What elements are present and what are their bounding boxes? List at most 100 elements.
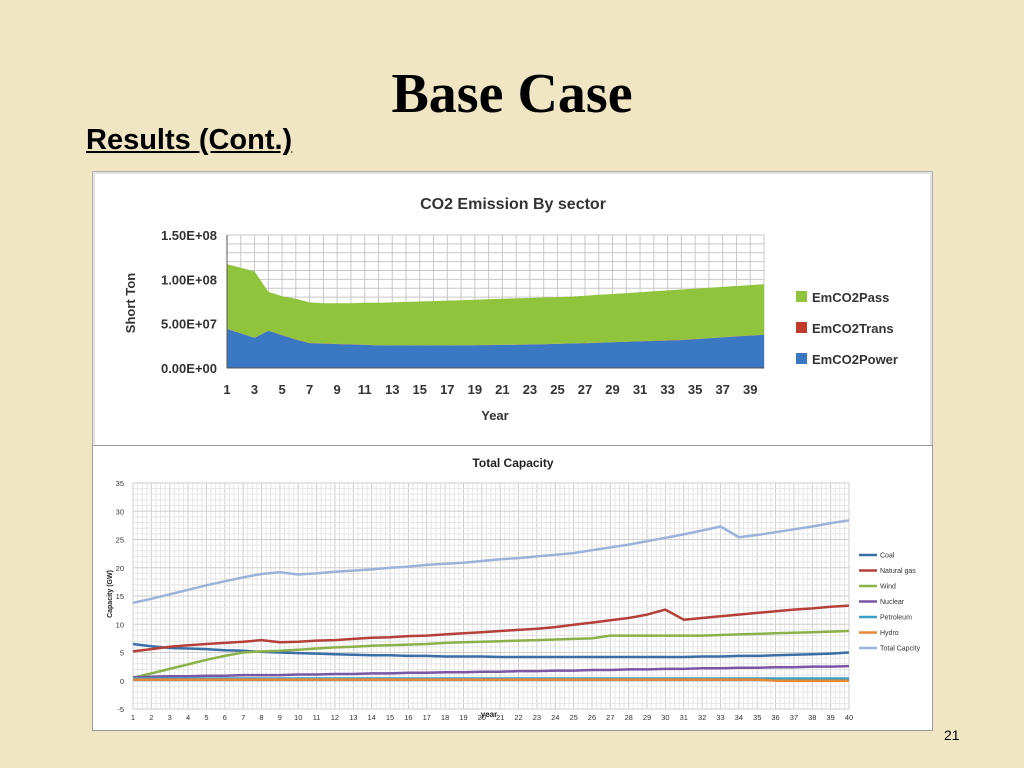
legend-label: Total Capcity — [880, 646, 921, 653]
y-tick-label: 20 — [116, 564, 124, 573]
x-tick-label: 17 — [440, 382, 454, 397]
x-tick-label: 19 — [468, 382, 482, 397]
x-tick-label: 17 — [423, 713, 431, 722]
y-tick-label: 0 — [120, 677, 124, 686]
x-tick-label: 33 — [660, 382, 674, 397]
x-tick-label: 21 — [496, 713, 504, 722]
x-tick-label: 12 — [331, 713, 339, 722]
x-tick-label: 25 — [569, 713, 577, 722]
legend-label: EmCO2Power — [812, 352, 898, 367]
total-capacity-chart: Total Capacity Capacity (GW) year -5 0 5 10… — [92, 445, 933, 731]
x-tick-label: 18 — [441, 713, 449, 722]
x-tick-label: 28 — [625, 713, 633, 722]
x-tick-label: 32 — [698, 713, 706, 722]
x-tick-label: 11 — [313, 713, 321, 722]
y-tick-label: 1.50E+08 — [161, 228, 217, 243]
x-tick-label: 7 — [241, 713, 245, 722]
y-tick-label: 5 — [120, 649, 124, 658]
x-tick-label: 34 — [735, 713, 743, 722]
y-tick-label: 30 — [116, 507, 124, 516]
x-tick-label: 36 — [771, 713, 779, 722]
y-tick-label: 10 — [116, 620, 124, 629]
x-tick-label: 4 — [186, 713, 190, 722]
x-tick-label: 9 — [278, 713, 282, 722]
x-tick-label: 35 — [688, 382, 702, 397]
x-tick-label: 5 — [204, 713, 208, 722]
x-tick-label: 7 — [306, 382, 313, 397]
x-tick-label: 22 — [514, 713, 522, 722]
x-tick-label: 39 — [743, 382, 757, 397]
co2-emission-chart-svg: CO2 Emission By sector Short Ton Year 0.… — [123, 196, 898, 423]
x-tick-label: 23 — [523, 382, 537, 397]
legend-label: EmCO2Pass — [812, 290, 889, 305]
line-nuclear — [132, 664, 850, 679]
x-tick-label: 40 — [845, 713, 853, 722]
x-tick-label: 23 — [533, 713, 541, 722]
area-emco2power — [227, 329, 764, 368]
legend-label: Coal — [880, 553, 895, 560]
y-tick-label: 0.00E+00 — [161, 361, 217, 376]
area-emco2pass — [227, 264, 764, 346]
chart-title: Total Capacity — [472, 456, 553, 470]
x-tick-label: 24 — [551, 713, 559, 722]
co2-emission-chart: CO2 Emission By sector Short Ton Year 0.… — [92, 171, 933, 450]
x-tick-label: 29 — [605, 382, 619, 397]
x-tick-label: 26 — [588, 713, 596, 722]
x-tick-label: 27 — [578, 382, 592, 397]
x-tick-label: 1 — [223, 382, 230, 397]
legend-label: Hydro — [880, 630, 899, 637]
x-tick-label: 31 — [633, 382, 647, 397]
x-tick-label: 35 — [753, 713, 761, 722]
x-tick-label: 25 — [550, 382, 564, 397]
x-tick-label: 1 — [131, 713, 135, 722]
legend-label: Petroleum — [880, 615, 912, 622]
y-tick-label: 35 — [116, 479, 124, 488]
x-axis-label: Year — [481, 408, 508, 423]
y-axis-label: Short Ton — [123, 273, 138, 333]
x-tick-label: 37 — [790, 713, 798, 722]
x-tick-label: 27 — [606, 713, 614, 722]
x-tick-label: 5 — [278, 382, 285, 397]
x-tick-label: 8 — [259, 713, 263, 722]
x-tick-label: 29 — [643, 713, 651, 722]
x-tick-label: 14 — [367, 713, 375, 722]
x-tick-label: 3 — [251, 382, 258, 397]
y-axis-label: Capacity (GW) — [107, 570, 114, 618]
slide-title: Base Case — [391, 63, 633, 125]
legend: EmCO2Pass EmCO2Trans EmCO2Power — [796, 290, 898, 367]
line-total-capcity — [132, 519, 850, 605]
x-tick-label: 13 — [349, 713, 357, 722]
x-tick-label: 15 — [413, 382, 427, 397]
x-tick-label: 31 — [680, 713, 688, 722]
x-tick-label: 13 — [385, 382, 399, 397]
y-tick-label: 5.00E+07 — [161, 317, 217, 332]
line-hydro — [133, 678, 849, 683]
x-tick-label: 6 — [223, 713, 227, 722]
x-axis-label: year — [481, 710, 497, 719]
x-tick-label: 21 — [495, 382, 509, 397]
y-tick-label: 25 — [116, 536, 124, 545]
legend-label: Wind — [880, 584, 896, 591]
legend-swatch — [796, 291, 807, 302]
x-tick-label: 19 — [459, 713, 467, 722]
x-tick-label: 2 — [149, 713, 153, 722]
y-tick-label: -5 — [117, 705, 124, 714]
x-tick-label: 37 — [715, 382, 729, 397]
chart-title: CO2 Emission By sector — [420, 196, 606, 213]
x-tick-label: 38 — [808, 713, 816, 722]
legend: Coal Natural gas Wind Nuclear Petroleum Hydro… — [859, 553, 921, 653]
x-tick-label: 9 — [334, 382, 341, 397]
legend-swatch — [796, 322, 807, 333]
slide-subtitle: Results (Cont.) — [86, 124, 293, 156]
total-capacity-chart-svg: Total Capacity Capacity (GW) year -5 0 5 10… — [107, 456, 921, 722]
legend-swatch — [796, 353, 807, 364]
x-tick-label: 16 — [404, 713, 412, 722]
page-number: 21 — [944, 727, 960, 743]
x-tick-label: 20 — [478, 713, 486, 722]
x-tick-label: 10 — [294, 713, 302, 722]
x-tick-label: 3 — [168, 713, 172, 722]
y-tick-label: 1.00E+08 — [161, 272, 217, 287]
line-wind — [132, 629, 850, 680]
y-tick-label: 15 — [116, 592, 124, 601]
legend-label: Natural gas — [880, 568, 916, 575]
